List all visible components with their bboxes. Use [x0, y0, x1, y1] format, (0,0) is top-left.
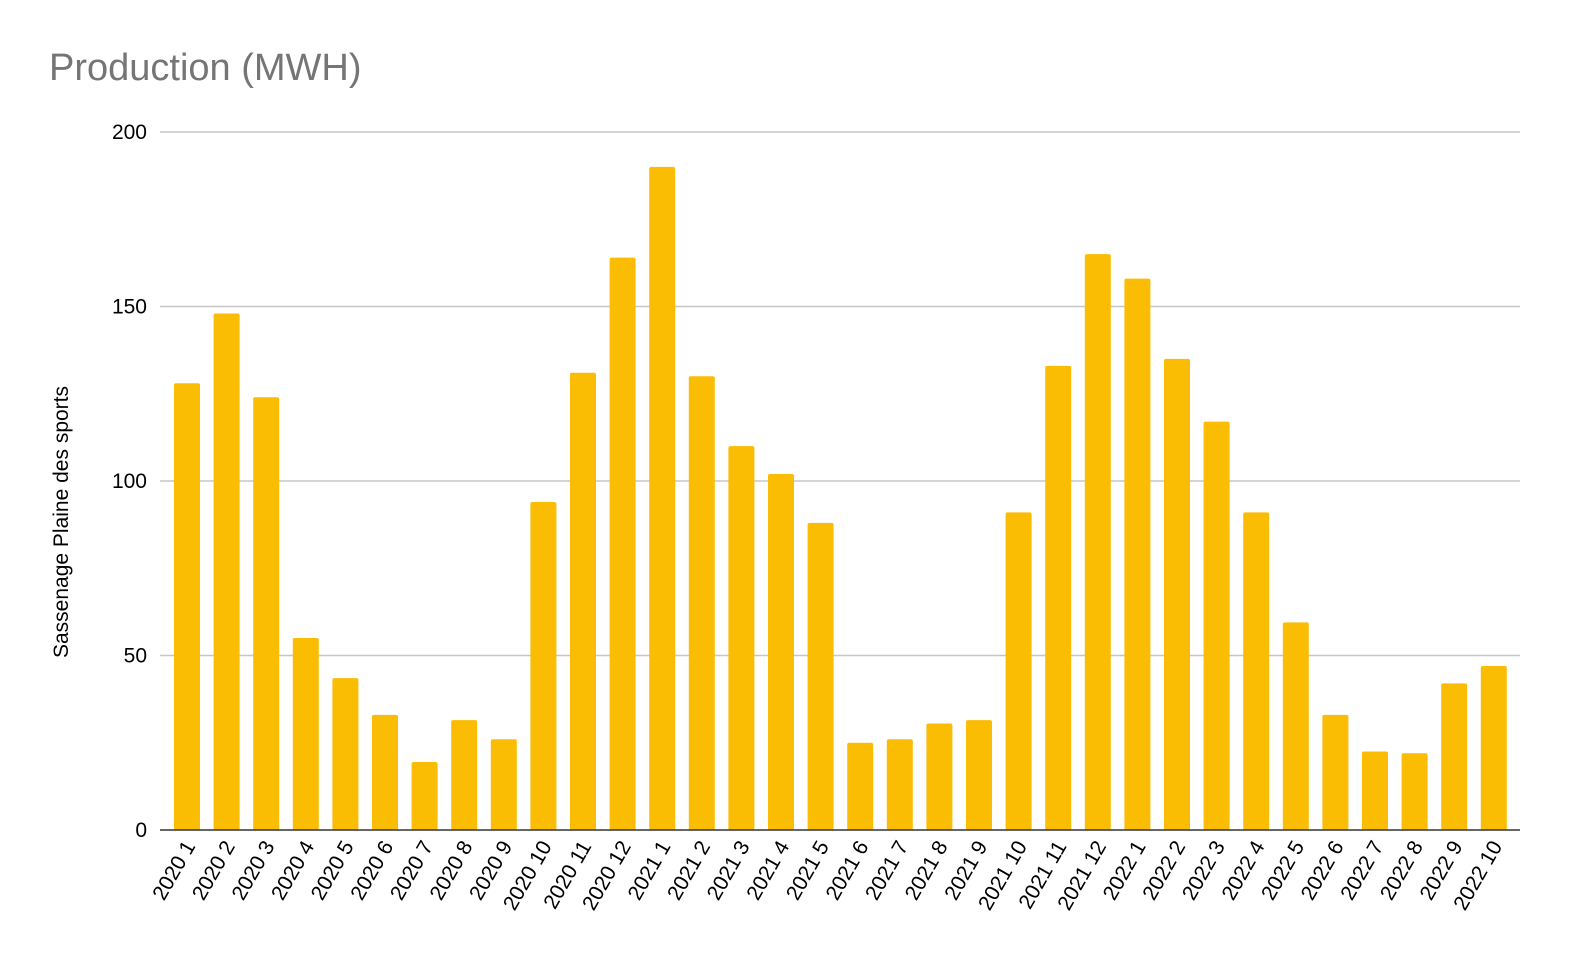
bar [332, 678, 359, 830]
bar [451, 720, 478, 830]
y-tick-label: 100 [112, 470, 147, 493]
bar [530, 501, 557, 830]
bar [966, 720, 992, 830]
bar [728, 446, 755, 830]
bar [1005, 512, 1032, 830]
bar [688, 376, 715, 830]
bar [253, 397, 280, 830]
bar [1124, 278, 1151, 831]
bar [372, 714, 398, 830]
bar [292, 638, 319, 830]
bar [1084, 254, 1111, 830]
bar [1441, 683, 1468, 830]
y-tick-label: 0 [135, 819, 147, 842]
bar [768, 474, 794, 830]
bar [926, 723, 953, 830]
bar [649, 166, 676, 830]
bar [1243, 512, 1270, 830]
bar [1282, 622, 1309, 830]
bar [807, 522, 834, 830]
bar [1480, 665, 1507, 830]
y-tick-label: 150 [112, 296, 147, 319]
bar [1164, 358, 1190, 830]
bar [174, 383, 200, 830]
y-tick-label: 200 [112, 121, 147, 144]
y-axis-label: Sassenage Plaine des sports [50, 386, 73, 658]
bar-series [174, 166, 1507, 831]
bar [1203, 421, 1230, 830]
bar [886, 739, 913, 830]
bar [609, 257, 636, 830]
bar [1045, 365, 1072, 830]
bar [1362, 751, 1388, 830]
bar [570, 372, 596, 830]
chart-title: Production (MWH) [49, 47, 362, 89]
bar [213, 313, 240, 831]
bar [1401, 753, 1428, 830]
y-tick-label: 50 [124, 645, 147, 668]
gridlines [160, 131, 1520, 657]
y-axis-ticks: 0 50 100 150 200 [112, 121, 147, 842]
bar [1322, 714, 1349, 830]
bar [847, 742, 874, 830]
bar [490, 739, 517, 830]
bar [411, 761, 438, 830]
